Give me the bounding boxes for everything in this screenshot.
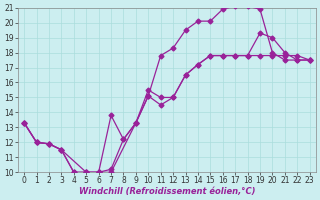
X-axis label: Windchill (Refroidissement éolien,°C): Windchill (Refroidissement éolien,°C): [79, 187, 255, 196]
